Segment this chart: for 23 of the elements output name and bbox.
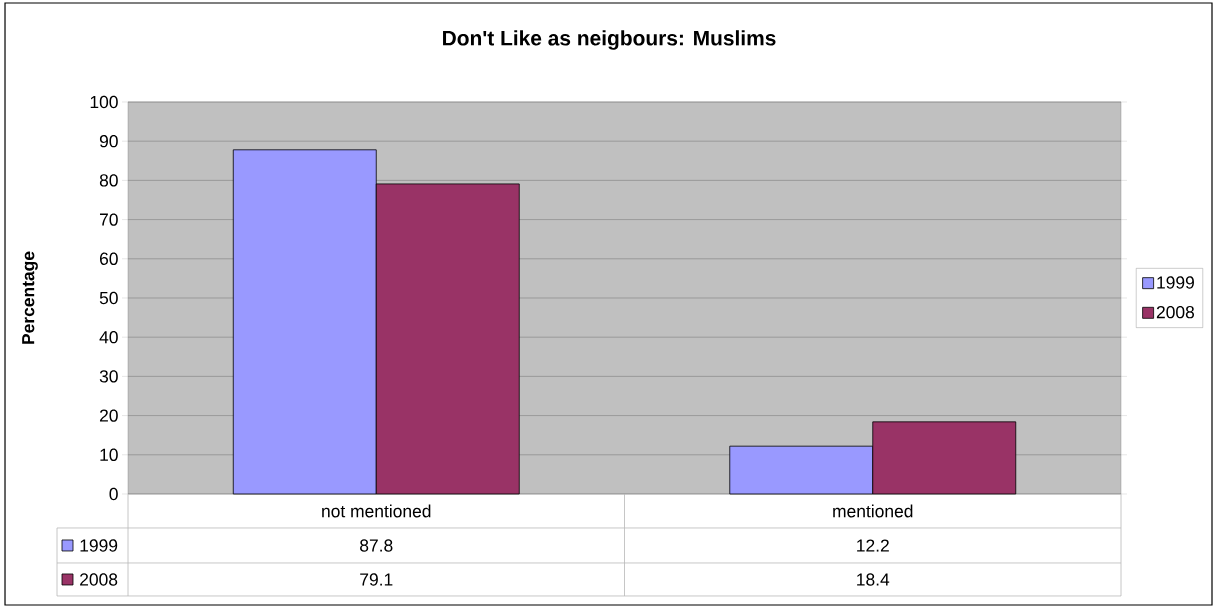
y-tick-label: 50: [99, 291, 118, 305]
data-label: 12.2: [857, 539, 889, 552]
text: 1999: [1157, 276, 1194, 289]
y-tick-label: 10: [100, 448, 118, 461]
y-tick-label: 60: [99, 252, 118, 265]
x-tick-label: mentioned: [833, 504, 913, 518]
text: 2008: [80, 573, 118, 586]
legend-label: 2008: [1156, 305, 1195, 319]
y-tick-label: 30: [99, 370, 118, 383]
y-axis-title: Percentage: [22, 251, 38, 344]
data-label: 87.8: [360, 539, 393, 552]
x-tick-label: not mentioned: [322, 504, 431, 518]
legend-label: 1999: [80, 539, 118, 552]
y-tick-label: 90: [99, 135, 118, 148]
y-tick-label: 0: [109, 487, 118, 501]
y-tick-label: 20: [99, 409, 118, 422]
chart-title: Don't Like as neigbours: Muslims: [443, 30, 776, 50]
data-label: 18.4: [857, 573, 890, 586]
y-tick-label: 100: [90, 95, 118, 109]
y-tick-label: 80: [99, 174, 118, 187]
y-tick-label: 40: [99, 331, 118, 344]
data-label: 79.1: [360, 573, 393, 586]
y-tick-label: 70: [99, 213, 118, 226]
